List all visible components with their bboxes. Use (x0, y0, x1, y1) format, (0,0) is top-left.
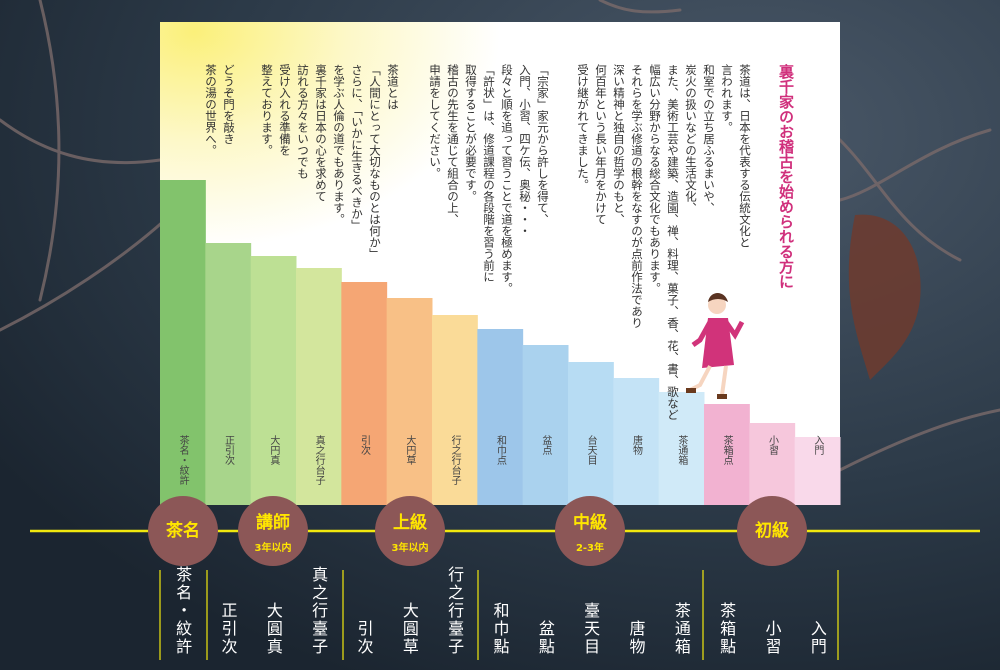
paragraph-line: 茶道は、日本を代表する伝統文化と (738, 64, 752, 248)
step-label: 大円草 (404, 434, 416, 465)
step (160, 180, 206, 505)
branches (0, 0, 1000, 472)
paragraph-line: 言われます。 (720, 64, 734, 133)
paragraph-line: 訪れる方々をいつでも (296, 63, 310, 179)
paragraph-line: 深い精神と独自の哲学のもと、 (612, 63, 626, 225)
step-label: 引次 (359, 435, 371, 456)
paragraph-line: 裏千家は日本の心を求めて (314, 63, 328, 202)
paragraph-line: を学ぶ人倫の道でもあります。 (332, 64, 346, 225)
step-names: 茶名・紋許 正引次 大圓真 真之行臺子引次 大圓草 行之行臺子 和巾點 盆點 臺天目 唐物 茶通箱 茶… (159, 566, 839, 660)
paragraph-line: 取得することが必要です。 (464, 64, 478, 202)
paragraph-line: 受け継がれてきました。 (576, 64, 590, 191)
paragraph-line: 段々と順を追って習うことで道を極めます。 (500, 63, 514, 294)
intro-text: 裏千家のお稽古を始められる方に 茶道は、日本を代表する伝統文化と言われます。和室で… (204, 63, 795, 420)
step-name: 茶通箱 (672, 602, 691, 656)
step (794, 437, 841, 505)
leaf (848, 214, 921, 380)
step-name: 引次 (355, 620, 374, 656)
step (704, 404, 750, 505)
paragraph-line: 稽古の先生を通じて組合の上、 (446, 63, 460, 225)
step-name: 大圓草 (400, 602, 419, 656)
step-label: 盆点 (540, 434, 552, 456)
step-name: 真之行臺子 (309, 566, 328, 656)
step-name: 大圓真 (264, 602, 283, 656)
step-name: 行之行臺子 (445, 566, 464, 656)
level-badge (375, 496, 445, 566)
level-note: 2-3年 (576, 541, 604, 554)
step-name: 茶名・紋許 (173, 566, 192, 656)
paragraph-line: それらを学ぶ修道の根幹をなすのが点前作法であり (630, 64, 644, 329)
step-label: 和巾点 (495, 435, 507, 466)
step (386, 298, 433, 505)
level-title: 茶名 (166, 520, 200, 541)
step-name: 臺天目 (581, 602, 600, 656)
woman-illustration (686, 293, 745, 399)
step-label: 茶箱点 (721, 434, 733, 466)
level-note: 3年以内 (392, 541, 429, 554)
level-note: 3年以内 (255, 541, 292, 554)
step-name: 正引次 (219, 602, 238, 656)
level-title: 中級 (573, 512, 607, 533)
step-label: 正引次 (223, 435, 235, 466)
paragraph-line: さらに、「いかに生きるべきか」 (350, 64, 364, 231)
step-name: 小習 (763, 620, 782, 656)
paragraph-line: 幅広い分野からなる総合文化でもあります。 (648, 64, 662, 294)
step-name: 茶箱點 (717, 602, 736, 656)
level-title: 初級 (755, 520, 789, 541)
paragraph-line: 「許状」は、修道課程の各段階を習う前に (482, 64, 496, 283)
level-title: 上級 (393, 512, 427, 533)
step (613, 378, 660, 505)
step (296, 268, 342, 505)
step-label: 行之行台子 (449, 434, 461, 485)
paragraph-line: 申請をしてください。 (428, 64, 442, 179)
paragraph-line: 整えております。 (260, 63, 274, 156)
paragraph-line: 炭火の扱いなどの生活文化、 (684, 64, 698, 214)
paragraph-line: 「宗家」家元から許しを得て、 (536, 64, 550, 225)
step-label: 茶通箱 (676, 434, 688, 466)
step (749, 423, 796, 505)
step (477, 329, 524, 505)
level-badge (148, 496, 218, 566)
step-label: 茶名・紋許 (177, 434, 189, 486)
paragraph-line: 「人間にとって大切なものとは何か」 (368, 64, 382, 260)
staircase: 茶名・紋許 正引次 大円真 真之行台子 引次 大円草 行之行台子 和巾点 盆点 台天目 唐物 茶通箱 茶… (160, 180, 841, 505)
paragraph-line: 茶道とは (386, 64, 400, 110)
step (522, 345, 569, 505)
level-title: 講師 (256, 512, 290, 533)
paragraph-line: 茶の湯の世界へ。 (204, 64, 218, 156)
paragraph-line: 受け入れる準備を (278, 64, 292, 156)
paragraph-line: どうぞ門を敲き (222, 64, 236, 145)
step-name: 盆點 (536, 620, 555, 656)
step-name: 唐物 (627, 620, 646, 656)
step-label: 入門 (812, 435, 824, 456)
paragraph-line: また、美術工芸や建築、造園、禅、料理、菓子、香、花、書、歌など (666, 64, 680, 421)
step-label: 唐物 (631, 434, 643, 456)
level-badge (238, 496, 308, 566)
paragraph-line: 和室での立ち居ふるまいや、 (702, 64, 716, 214)
step-label: 台天目 (585, 434, 597, 465)
paragraph-line: 入門、小習、四ケ伝、奥秘・・・ (518, 64, 532, 237)
step-name: 和巾點 (491, 602, 510, 656)
paragraph-line: 何百年という長い年月をかけて (594, 64, 608, 225)
step-label: 小習 (767, 435, 779, 456)
step (432, 315, 478, 505)
step (205, 243, 252, 505)
level-badge (555, 496, 625, 566)
step (250, 256, 297, 505)
step (341, 282, 388, 505)
heading: 裏千家のお稽古を始められる方に (777, 63, 795, 289)
levels: 茶名 講師 3年以内 上級 3年以内 中級 2-3年 初級 (148, 496, 807, 566)
level-badge (737, 496, 807, 566)
step-label: 真之行台子 (313, 434, 325, 485)
step-name: 入門 (808, 620, 827, 656)
step (658, 392, 705, 505)
step-label: 大円真 (268, 434, 280, 466)
step (568, 362, 614, 505)
